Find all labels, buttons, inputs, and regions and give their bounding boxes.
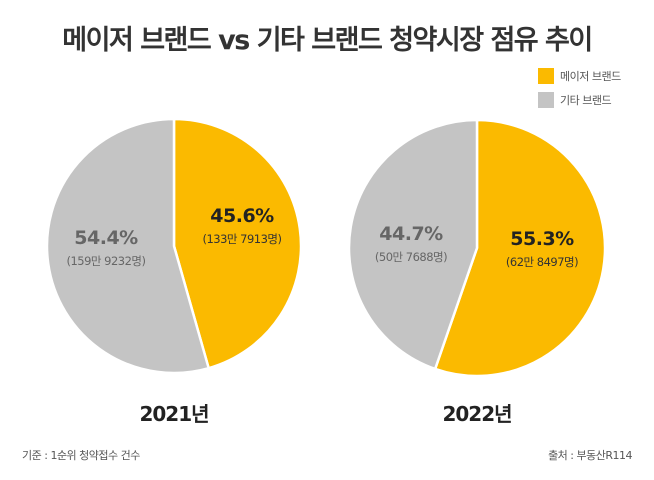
pie-1-count-0: (62만 8497명): [506, 255, 578, 269]
pie-0-slice-0: [172, 117, 303, 370]
pie-0-count-0: (133만 7913명): [202, 232, 281, 246]
legend-swatch-other: [538, 92, 554, 108]
legend-item-major: 메이저 브랜드: [538, 68, 621, 84]
source: 출처 : 부동산R114: [548, 449, 632, 462]
pie-title-2021: 2021년: [139, 402, 209, 426]
pie-0-label-0: 45.6%: [210, 205, 274, 227]
pie-0-count-1: (159만 9232명): [66, 254, 145, 268]
pie-0-slice-1: [45, 117, 211, 375]
legend-label-major: 메이저 브랜드: [560, 70, 621, 83]
pie-1-slice-1: [347, 118, 479, 371]
pie-1-count-1: (50만 7688명): [375, 250, 447, 264]
pie-title-2022: 2022년: [442, 402, 512, 426]
legend-swatch-major: [538, 68, 554, 84]
pie-1-label-1: 44.7%: [379, 223, 443, 245]
pie-1-label-0: 55.3%: [510, 228, 574, 250]
footnote: 기준 : 1순위 청약접수 건수: [22, 449, 140, 462]
legend-label-other: 기타 브랜드: [560, 94, 612, 107]
legend-item-other: 기타 브랜드: [538, 92, 612, 108]
chart-title: 메이저 브랜드 vs 기타 브랜드 청약시장 점유 추이: [62, 25, 593, 56]
pie-0-label-1: 54.4%: [74, 227, 138, 249]
